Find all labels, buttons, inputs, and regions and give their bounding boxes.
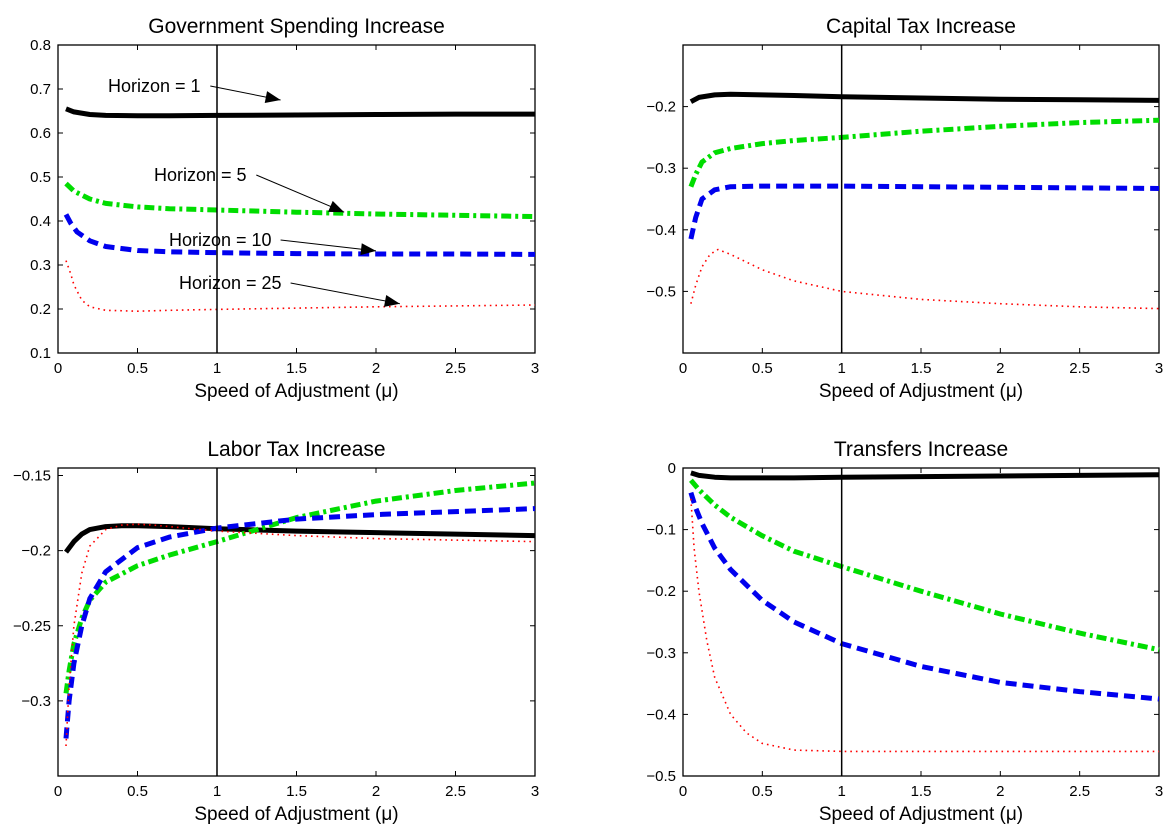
x-tick-label: 0 bbox=[54, 360, 62, 377]
series-line-dashed bbox=[63, 213, 536, 257]
series-line-dotted bbox=[65, 523, 536, 747]
annotation-arrow bbox=[290, 282, 400, 305]
y-tick-label: −0.1 bbox=[646, 522, 676, 539]
y-tick-label: 0.7 bbox=[30, 81, 51, 98]
annotation-label: Horizon = 1 bbox=[108, 76, 201, 96]
x-tick-label: 1 bbox=[213, 360, 221, 377]
x-tick-label: 0 bbox=[679, 783, 687, 800]
x-tick-label: 1.5 bbox=[911, 783, 932, 800]
y-tick-label: 0.6 bbox=[30, 125, 51, 142]
series-line-dashdot bbox=[64, 181, 536, 220]
y-tick-label: −0.2 bbox=[646, 99, 676, 116]
series-line-dashed bbox=[688, 491, 1160, 702]
x-tick-label: 0.5 bbox=[127, 360, 148, 377]
series-line-dotted bbox=[690, 498, 1159, 753]
x-tick-label: 0.5 bbox=[127, 783, 148, 800]
plot-frame bbox=[57, 467, 536, 777]
y-tick-label: −0.3 bbox=[646, 645, 676, 662]
x-tick-label: 2.5 bbox=[1069, 783, 1090, 800]
annotation-arrow bbox=[256, 174, 345, 213]
x-tick-label: 2 bbox=[996, 783, 1004, 800]
x-tick-label: 2.5 bbox=[1069, 360, 1090, 377]
y-tick-label: −0.15 bbox=[13, 468, 51, 485]
y-tick-label: −0.25 bbox=[13, 618, 51, 635]
x-tick-label: 0 bbox=[679, 360, 687, 377]
series-line-solid bbox=[689, 91, 1160, 104]
y-tick-label: 0 bbox=[668, 460, 676, 477]
annotation-arrowhead bbox=[383, 295, 400, 307]
x-tick-label: 1 bbox=[213, 783, 221, 800]
x-tick-label: 0.5 bbox=[752, 783, 773, 800]
y-tick-label: −0.3 bbox=[646, 160, 676, 177]
series-line-dashed bbox=[63, 506, 536, 739]
y-tick-label: −0.2 bbox=[646, 583, 676, 600]
x-tick-label: 2 bbox=[372, 783, 380, 800]
series-line-solid bbox=[64, 523, 536, 554]
y-tick-label: 0.5 bbox=[30, 169, 51, 186]
y-tick-label: −0.5 bbox=[646, 283, 676, 300]
plot-frame bbox=[682, 467, 1160, 777]
x-tick-label: 1 bbox=[837, 360, 845, 377]
x-tick-label: 1 bbox=[837, 783, 845, 800]
annotation-arrow bbox=[280, 239, 377, 252]
x-tick-label: 3 bbox=[1155, 783, 1163, 800]
x-tick-label: 2.5 bbox=[445, 360, 466, 377]
chart-title: Labor Tax Increase bbox=[207, 438, 385, 461]
chart-panel-1: Government Spending Increase Speed of Adj… bbox=[30, 15, 539, 402]
y-tick-label: −0.2 bbox=[21, 543, 51, 560]
x-axis-label: Speed of Adjustment (μ) bbox=[819, 804, 1023, 825]
x-tick-label: 1.5 bbox=[286, 783, 307, 800]
series-line-dashed bbox=[688, 183, 1160, 240]
y-tick-label: 0.2 bbox=[30, 301, 51, 318]
annotation-label: Horizon = 25 bbox=[179, 273, 282, 293]
x-tick-label: 3 bbox=[531, 360, 539, 377]
x-axis-label: Speed of Adjustment (μ) bbox=[819, 381, 1023, 402]
annotation-arrowhead bbox=[328, 200, 345, 213]
series-line-dashdot bbox=[688, 117, 1160, 188]
chart-title: Transfers Increase bbox=[834, 438, 1008, 461]
chart-panel-4: Transfers Increase Speed of Adjustment (μ… bbox=[646, 438, 1163, 825]
x-tick-label: 2.5 bbox=[445, 783, 466, 800]
series-line-dashdot bbox=[63, 480, 536, 694]
x-axis-label: Speed of Adjustment (μ) bbox=[194, 381, 398, 402]
series-line-dotted bbox=[65, 260, 536, 312]
y-tick-label: 0.1 bbox=[30, 345, 51, 362]
chart-panel-3: Labor Tax Increase Speed of Adjustment (μ… bbox=[13, 438, 539, 825]
y-tick-label: 0.3 bbox=[30, 257, 51, 274]
x-tick-label: 1.5 bbox=[286, 360, 307, 377]
annotation-arrowhead bbox=[360, 243, 376, 256]
y-tick-label: −0.4 bbox=[646, 706, 676, 723]
y-tick-label: −0.5 bbox=[646, 768, 676, 785]
x-tick-label: 0.5 bbox=[752, 360, 773, 377]
annotation-label: Horizon = 10 bbox=[169, 230, 272, 250]
x-tick-label: 0 bbox=[54, 783, 62, 800]
x-tick-label: 3 bbox=[531, 783, 539, 800]
series-line-solid bbox=[690, 470, 1160, 481]
x-tick-label: 1.5 bbox=[911, 360, 932, 377]
y-tick-label: −0.3 bbox=[21, 693, 51, 710]
plot-frame bbox=[682, 44, 1160, 354]
series-line-dashdot bbox=[689, 478, 1160, 653]
x-axis-label: Speed of Adjustment (μ) bbox=[194, 804, 398, 825]
series-line-dotted bbox=[690, 248, 1160, 310]
series-line-solid bbox=[65, 106, 535, 119]
annotation-label: Horizon = 5 bbox=[154, 165, 247, 185]
y-tick-label: −0.4 bbox=[646, 222, 676, 239]
chart-panel-2: Capital Tax Increase Speed of Adjustment … bbox=[646, 15, 1163, 402]
chart-title: Capital Tax Increase bbox=[826, 15, 1016, 38]
chart-title: Government Spending Increase bbox=[148, 15, 445, 38]
annotation-arrowhead bbox=[264, 91, 281, 103]
x-tick-label: 2 bbox=[996, 360, 1004, 377]
y-tick-label: 0.4 bbox=[30, 213, 51, 230]
x-tick-label: 3 bbox=[1155, 360, 1163, 377]
y-tick-label: 0.8 bbox=[30, 37, 51, 54]
x-tick-label: 2 bbox=[372, 360, 380, 377]
